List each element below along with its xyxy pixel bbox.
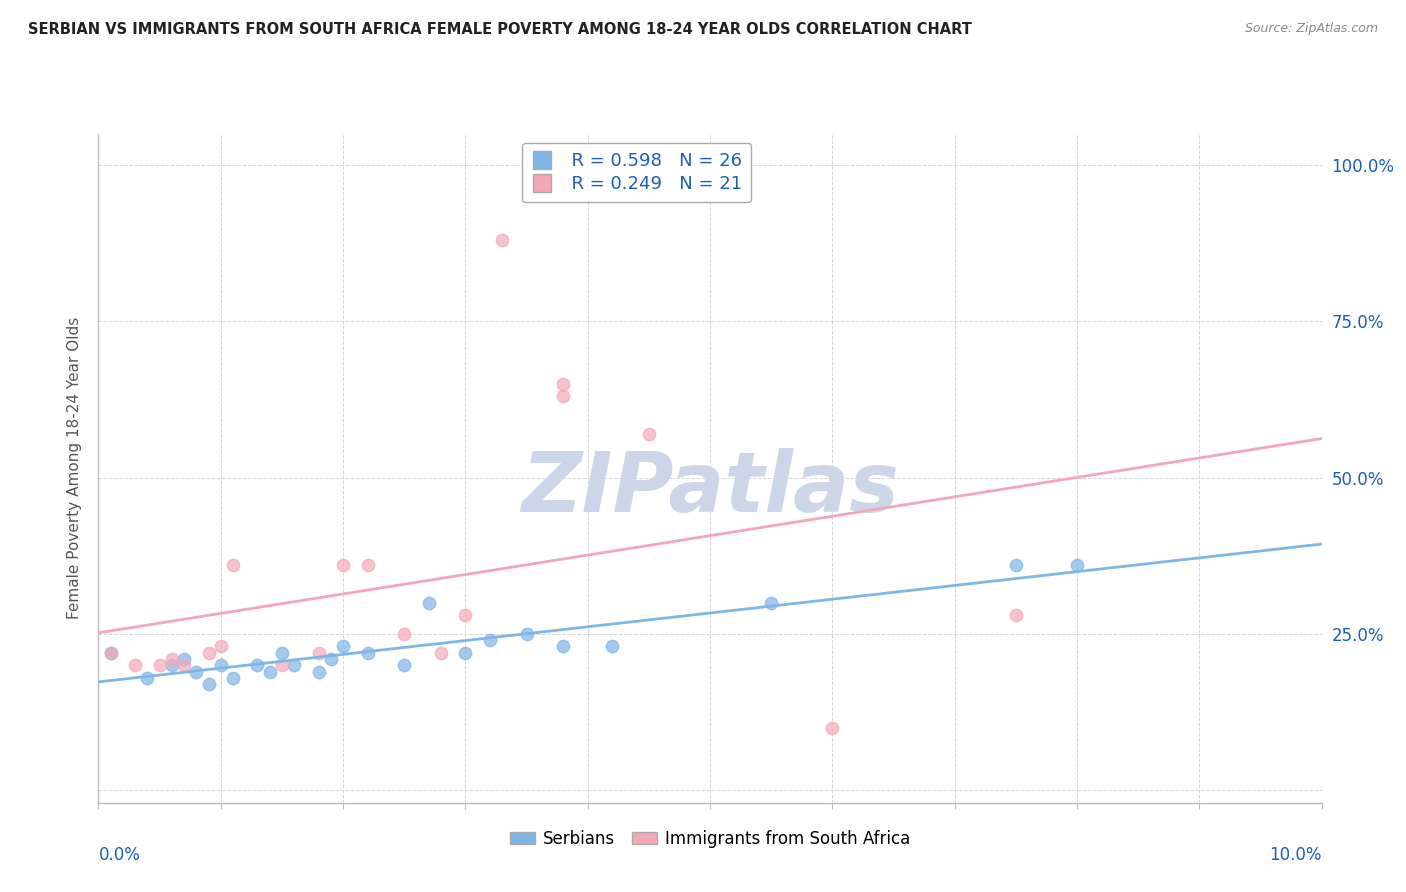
Point [392,658,416,673]
Point [1066,558,1088,573]
Point [491,233,513,247]
Point [149,658,172,673]
Point [283,658,305,673]
Point [186,665,208,679]
Point [553,389,575,403]
Point [308,646,330,660]
Point [270,658,292,673]
Point [759,596,782,610]
Point [173,652,195,666]
Point [319,652,342,666]
Text: SERBIAN VS IMMIGRANTS FROM SOUTH AFRICA FEMALE POVERTY AMONG 18-24 YEAR OLDS COR: SERBIAN VS IMMIGRANTS FROM SOUTH AFRICA … [28,22,972,37]
Point [209,658,232,673]
Point [332,558,354,573]
Point [136,671,159,685]
Point [100,646,122,660]
Text: 0.0%: 0.0% [98,847,141,864]
Point [270,646,292,660]
Point [209,640,232,654]
Point [332,640,354,654]
Point [259,665,281,679]
Legend: Serbians, Immigrants from South Africa: Serbians, Immigrants from South Africa [503,823,917,855]
Point [392,627,416,641]
Point [637,426,661,441]
Point [478,633,501,648]
Point [173,658,195,673]
Point [100,646,122,660]
Point [160,652,183,666]
Point [1004,558,1026,573]
Y-axis label: Female Poverty Among 18-24 Year Olds: Female Poverty Among 18-24 Year Olds [67,318,83,619]
Point [553,640,575,654]
Point [246,658,269,673]
Point [197,677,219,691]
Point [124,658,146,673]
Point [222,558,245,573]
Point [308,665,330,679]
Text: 10.0%: 10.0% [1270,847,1322,864]
Point [222,671,245,685]
Point [553,376,575,391]
Point [356,646,378,660]
Point [821,721,844,735]
Point [430,646,453,660]
Point [600,640,623,654]
Text: Source: ZipAtlas.com: Source: ZipAtlas.com [1244,22,1378,36]
Point [454,608,477,623]
Point [356,558,378,573]
Point [1004,608,1026,623]
Point [516,627,538,641]
Point [160,658,183,673]
Point [454,646,477,660]
Text: ZIPatlas: ZIPatlas [522,448,898,529]
Point [197,646,219,660]
Point [418,596,440,610]
